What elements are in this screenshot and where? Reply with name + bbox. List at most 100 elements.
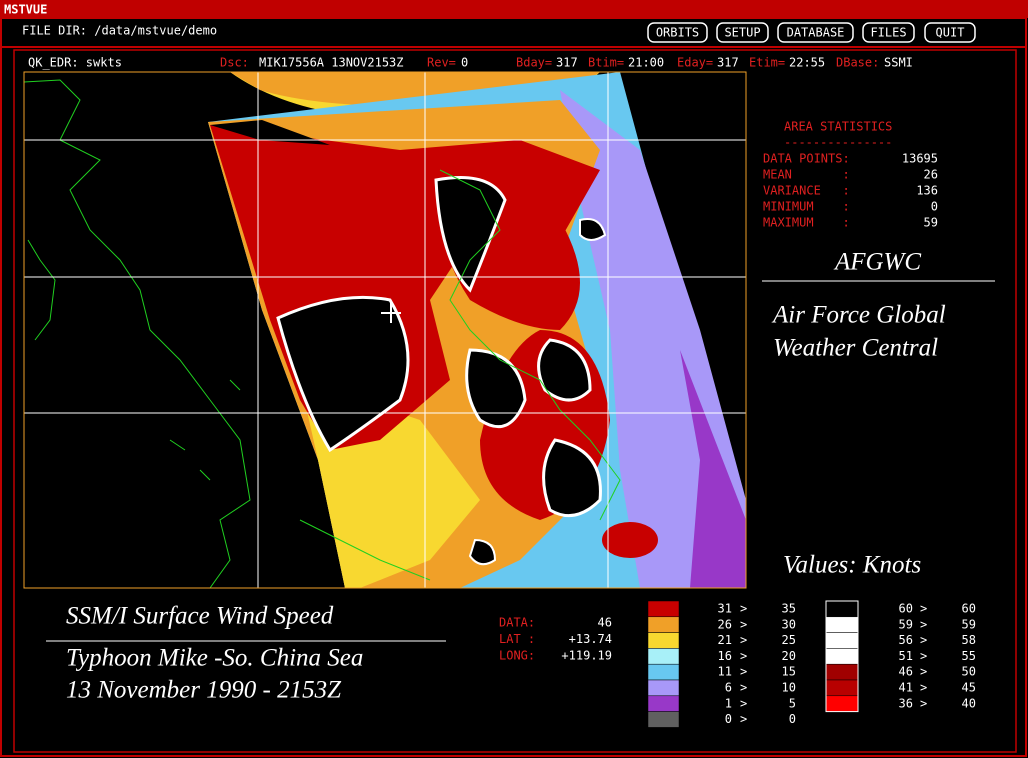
info-value: 21:00: [628, 56, 664, 70]
legend-separator: >: [920, 602, 927, 616]
legend-to: 35: [782, 602, 796, 616]
stats-underline: ---------------: [784, 136, 892, 150]
legend-from: 21: [718, 633, 732, 647]
legend-swatch: [647, 616, 680, 633]
legend-from: 6: [725, 681, 732, 695]
stat-label: VARIANCE :: [763, 184, 850, 198]
legend-to: 5: [789, 696, 796, 710]
toolbar-button[interactable]: [924, 22, 976, 43]
legend-separator: >: [920, 617, 927, 631]
cursor-value: +13.74: [569, 632, 612, 646]
cursor-label: DATA:: [499, 616, 535, 630]
stat-value: 59: [924, 216, 938, 230]
legend-swatch: [825, 632, 859, 649]
legend-swatch: [647, 679, 680, 697]
units-label: Values: Knots: [783, 552, 921, 579]
satellite-image: [24, 72, 746, 588]
legend-from: 41: [899, 681, 913, 695]
legend-swatch: [825, 616, 859, 633]
caption-line: Typhoon Mike -So. China Sea: [66, 645, 363, 672]
stat-value: 136: [916, 184, 938, 198]
legend-to: 55: [962, 649, 976, 663]
legend-to: 45: [962, 681, 976, 695]
stat-value: 26: [924, 168, 938, 182]
caption-title: SSM/I Surface Wind Speed: [66, 603, 334, 630]
cursor-label: LAT :: [499, 632, 535, 646]
toolbar-button[interactable]: [777, 22, 854, 43]
stat-label: MINIMUM :: [763, 200, 850, 214]
file-dir: FILE DIR: /data/mstvue/demo: [22, 24, 217, 38]
legend-separator: >: [920, 696, 927, 710]
display-frame: [13, 49, 1017, 753]
agency-acronym: AFGWC: [833, 249, 921, 276]
legend-from: 36: [899, 696, 913, 710]
legend-swatch: [647, 711, 680, 728]
legend-to: 0: [789, 712, 796, 726]
legend-to: 30: [782, 617, 796, 631]
legend-from: 1: [725, 696, 732, 710]
toolbar-button[interactable]: [647, 22, 708, 43]
legend-to: 10: [782, 681, 796, 695]
cursor-value: +119.19: [561, 649, 612, 663]
toolbar-button-label[interactable]: ORBITS: [656, 26, 699, 40]
legend-separator: >: [740, 712, 747, 726]
info-value: SSMI: [884, 56, 913, 70]
legend-to: 25: [782, 633, 796, 647]
legend-from: 59: [899, 617, 913, 631]
toolbar-buttons: ORBITS SETUP DATABASE FILES QUIT: [647, 22, 976, 43]
map-frame: [23, 71, 747, 589]
toolbar-button[interactable]: [862, 22, 915, 43]
toolbar-button-label[interactable]: QUIT: [936, 26, 965, 40]
legend-separator: >: [920, 633, 927, 647]
stats-title: AREA STATISTICS: [784, 120, 892, 134]
info-label: Rev=: [427, 56, 456, 70]
toolbar-button-label[interactable]: DATABASE: [787, 26, 845, 40]
area-statistics: DATA POINTS: 13695 MEAN : 26 VARIANCE : 136 MI…: [763, 152, 938, 230]
legend-from: 0: [725, 712, 732, 726]
legend-to: 50: [962, 665, 976, 679]
toolbar-button-label[interactable]: SETUP: [724, 26, 760, 40]
cursor-value: 46: [598, 616, 612, 630]
legend-separator: >: [740, 617, 747, 631]
legend-separator: >: [740, 665, 747, 679]
legend-to: 15: [782, 665, 796, 679]
cursor-readout: DATA: 46 LAT : +13.74 LONG: +119.19: [499, 616, 612, 663]
legend-from: 11: [718, 665, 732, 679]
legend-from: 51: [899, 649, 913, 663]
caption-line: 13 November 1990 - 2153Z: [66, 677, 342, 704]
info-value: 0: [461, 56, 468, 70]
legend-swatch: [825, 695, 859, 712]
legend-separator: >: [740, 633, 747, 647]
cursor-label: LONG:: [499, 649, 535, 663]
info-value: MIK17556A 13NOV2153Z: [259, 56, 404, 70]
agency-name: Weather Central: [773, 335, 938, 362]
legend-to: 60: [962, 602, 976, 616]
legend-separator: >: [920, 665, 927, 679]
stat-label: DATA POINTS:: [763, 152, 850, 166]
stat-value: 0: [931, 200, 938, 214]
info-value: 317: [556, 56, 578, 70]
info-label: Bday=: [516, 56, 552, 70]
legend-separator: >: [740, 649, 747, 663]
legend-separator: >: [920, 649, 927, 663]
stat-label: MAXIMUM :: [763, 216, 850, 230]
toolbar-button-label[interactable]: FILES: [870, 26, 906, 40]
legend-frame: [825, 600, 859, 713]
legend-separator: >: [740, 696, 747, 710]
info-label: Eday=: [677, 56, 713, 70]
stat-value: 13695: [902, 152, 938, 166]
legend-swatch: [825, 679, 859, 697]
legend-swatch: [647, 695, 680, 712]
toolbar-button[interactable]: [716, 22, 769, 43]
legend-swatch: [647, 600, 680, 618]
legend-from: 60: [899, 602, 913, 616]
info-label: Dsc:: [220, 56, 249, 70]
legend-from: 16: [718, 649, 732, 663]
legend-swatch: [825, 600, 859, 618]
legend-swatch: [647, 632, 680, 649]
legend-swatch: [647, 663, 680, 681]
info-value: 317: [717, 56, 739, 70]
